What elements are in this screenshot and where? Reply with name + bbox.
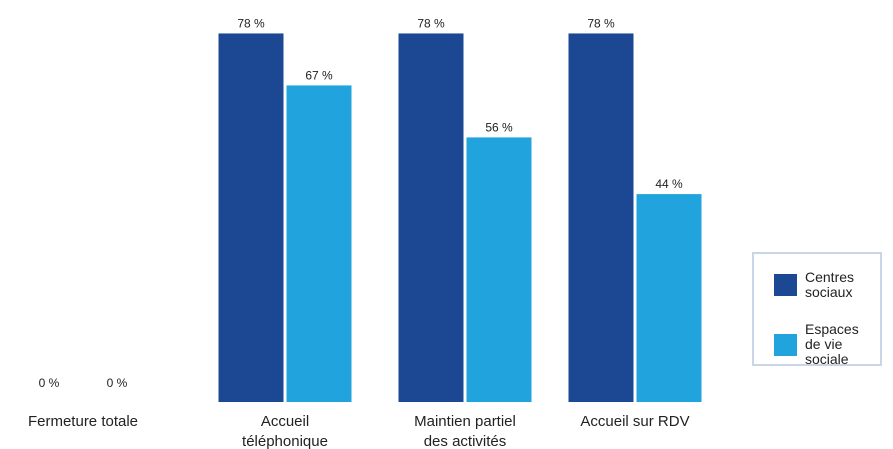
legend-label: Centres sociaux: [805, 269, 855, 300]
x-tick-label: Accueil sur RDV: [580, 413, 689, 430]
bar: [286, 85, 352, 403]
legend-item: Centres sociaux: [774, 270, 875, 300]
x-tick-label: Maintien partiel: [414, 413, 516, 430]
legend-label: Espaces de vie sociale: [805, 321, 859, 367]
x-tick-label: Fermeture totale: [28, 413, 138, 430]
x-tick-label: téléphonique: [242, 433, 328, 449]
bar: [636, 194, 702, 402]
value-label: 67 %: [305, 68, 333, 82]
value-label: 0 %: [39, 376, 60, 390]
x-tick-label: des activités: [424, 433, 507, 449]
value-label: 44 %: [655, 177, 683, 191]
legend-swatch: [774, 333, 797, 356]
bar: [568, 33, 634, 402]
legend-item: Espaces de vie sociale: [774, 322, 875, 367]
value-label: 56 %: [485, 120, 513, 134]
value-label: 78 %: [237, 16, 265, 30]
legend: Centres sociaux Espaces de vie sociale: [752, 252, 882, 367]
value-label: 0 %: [107, 376, 128, 390]
bar: [218, 33, 284, 402]
value-label: 78 %: [587, 16, 615, 30]
bar: [466, 137, 532, 402]
bar: [398, 33, 464, 402]
x-tick-label: Accueil: [261, 413, 309, 430]
legend-swatch: [774, 274, 797, 296]
value-label: 78 %: [417, 16, 445, 30]
